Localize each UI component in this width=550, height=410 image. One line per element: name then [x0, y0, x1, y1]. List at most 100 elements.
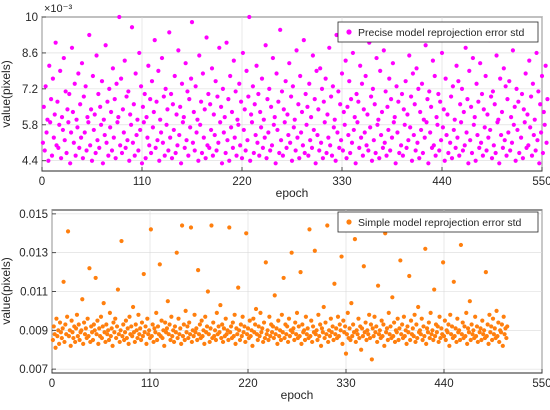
bottom-data-point [375, 283, 381, 288]
bottom-data-point [466, 330, 472, 335]
top-x-tick-label: 220 [232, 176, 251, 188]
bottom-data-point [77, 337, 82, 343]
bottom-data-point [484, 334, 489, 339]
top-data-point [536, 89, 541, 94]
top-data-point [372, 102, 377, 107]
bottom-data-point [188, 225, 194, 230]
bottom-data-point [51, 324, 56, 329]
bottom-data-point [441, 260, 446, 265]
top-data-point [228, 73, 233, 79]
top-data-point [324, 150, 329, 156]
top-data-point [181, 115, 186, 120]
top-data-point [491, 143, 496, 148]
bottom-data-point [242, 324, 247, 329]
bottom-data-point [130, 334, 135, 339]
top-data-point [116, 115, 121, 120]
bottom-data-point [203, 314, 208, 319]
top-data-point [194, 130, 199, 135]
bottom-data-point [175, 335, 180, 341]
bottom-data-point [453, 326, 458, 331]
top-data-point [148, 97, 153, 102]
bottom-data-point [457, 328, 462, 333]
top-data-point [463, 45, 468, 50]
top-chart: 0 110 220 330 440 550 4.4 5.8 7.2 8.6 10 ×10⁻³ ep… [0, 3, 550, 200]
bottom-data-point [267, 314, 272, 319]
top-data-point [506, 130, 511, 135]
bottom-data-point [240, 314, 245, 319]
bottom-data-point [98, 314, 104, 319]
top-data-point [379, 109, 385, 115]
bottom-data-point [216, 324, 221, 329]
bottom-data-point [244, 231, 249, 236]
bottom-data-point [70, 330, 75, 335]
top-legend: Precise model reprojection error std [337, 21, 539, 43]
bottom-data-point [71, 335, 76, 341]
top-data-point [520, 156, 526, 161]
top-data-point [488, 127, 493, 133]
bottom-data-point [75, 334, 80, 339]
top-data-point [389, 135, 395, 140]
top-data-point [287, 61, 292, 66]
bottom-data-point [474, 324, 480, 329]
bottom-data-point [164, 326, 170, 331]
top-data-point [192, 148, 197, 153]
top-data-point [413, 148, 418, 153]
top-data-point [504, 153, 509, 158]
top-data-point [185, 89, 190, 94]
top-data-point [247, 14, 252, 20]
bottom-data-point [90, 337, 96, 343]
bottom-data-point [477, 330, 482, 335]
top-data-point [238, 143, 243, 148]
top-data-point [494, 53, 499, 58]
top-data-point [321, 99, 326, 104]
top-data-point [159, 55, 165, 61]
top-data-point [213, 79, 218, 84]
bottom-data-point [135, 335, 140, 341]
top-data-point [332, 117, 337, 122]
top-data-point [438, 138, 444, 143]
bottom-data-point [293, 320, 298, 325]
bottom-data-point [160, 335, 165, 341]
bottom-data-point [123, 318, 129, 323]
bottom-data-point [196, 268, 201, 273]
top-data-point [145, 135, 150, 140]
top-data-point [272, 115, 277, 120]
top-data-point [63, 89, 68, 94]
bottom-data-point [411, 334, 416, 339]
bottom-data-point [57, 341, 62, 346]
bottom-data-point [255, 337, 260, 343]
top-data-point [376, 117, 381, 122]
bottom-data-point [194, 326, 199, 331]
bottom-data-point [388, 324, 393, 329]
top-data-point [488, 94, 494, 99]
top-data-point [486, 135, 491, 140]
top-data-point [349, 140, 355, 145]
top-data-point [330, 84, 336, 89]
bottom-data-point [418, 332, 423, 337]
top-data-point [179, 81, 185, 86]
top-data-point [296, 102, 301, 107]
bottom-data-point [490, 337, 495, 343]
top-data-point [90, 73, 96, 79]
top-data-point [88, 143, 93, 148]
bottom-data-point [76, 322, 81, 327]
top-data-point [449, 156, 455, 161]
bottom-data-point [407, 273, 412, 279]
bottom-x-ticks: 0 110 220 330 440 550 [49, 369, 550, 390]
bottom-data-point [220, 322, 225, 327]
top-data-point [522, 120, 527, 125]
top-data-point [292, 117, 297, 122]
bottom-data-point [384, 326, 390, 331]
bottom-data-point [463, 334, 468, 339]
bottom-data-point [172, 324, 178, 329]
top-data-point [57, 122, 62, 127]
bottom-data-point [110, 343, 115, 348]
bottom-data-point [61, 279, 66, 284]
top-data-point [216, 140, 221, 145]
top-data-point [67, 91, 72, 97]
bottom-data-point [277, 334, 282, 339]
bottom-data-point [368, 322, 374, 327]
top-data-point [484, 148, 489, 153]
top-data-point [544, 140, 549, 145]
bottom-y-tick-label: 0.009 [19, 325, 48, 337]
